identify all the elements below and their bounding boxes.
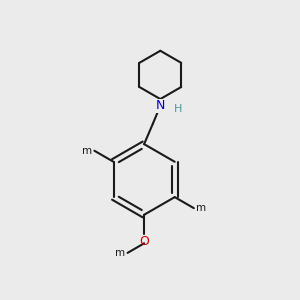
- Text: N: N: [156, 99, 165, 112]
- Text: H: H: [174, 104, 182, 114]
- Text: m: m: [82, 146, 92, 156]
- Text: m: m: [196, 203, 206, 213]
- Text: m: m: [115, 248, 125, 258]
- Text: O: O: [139, 236, 149, 248]
